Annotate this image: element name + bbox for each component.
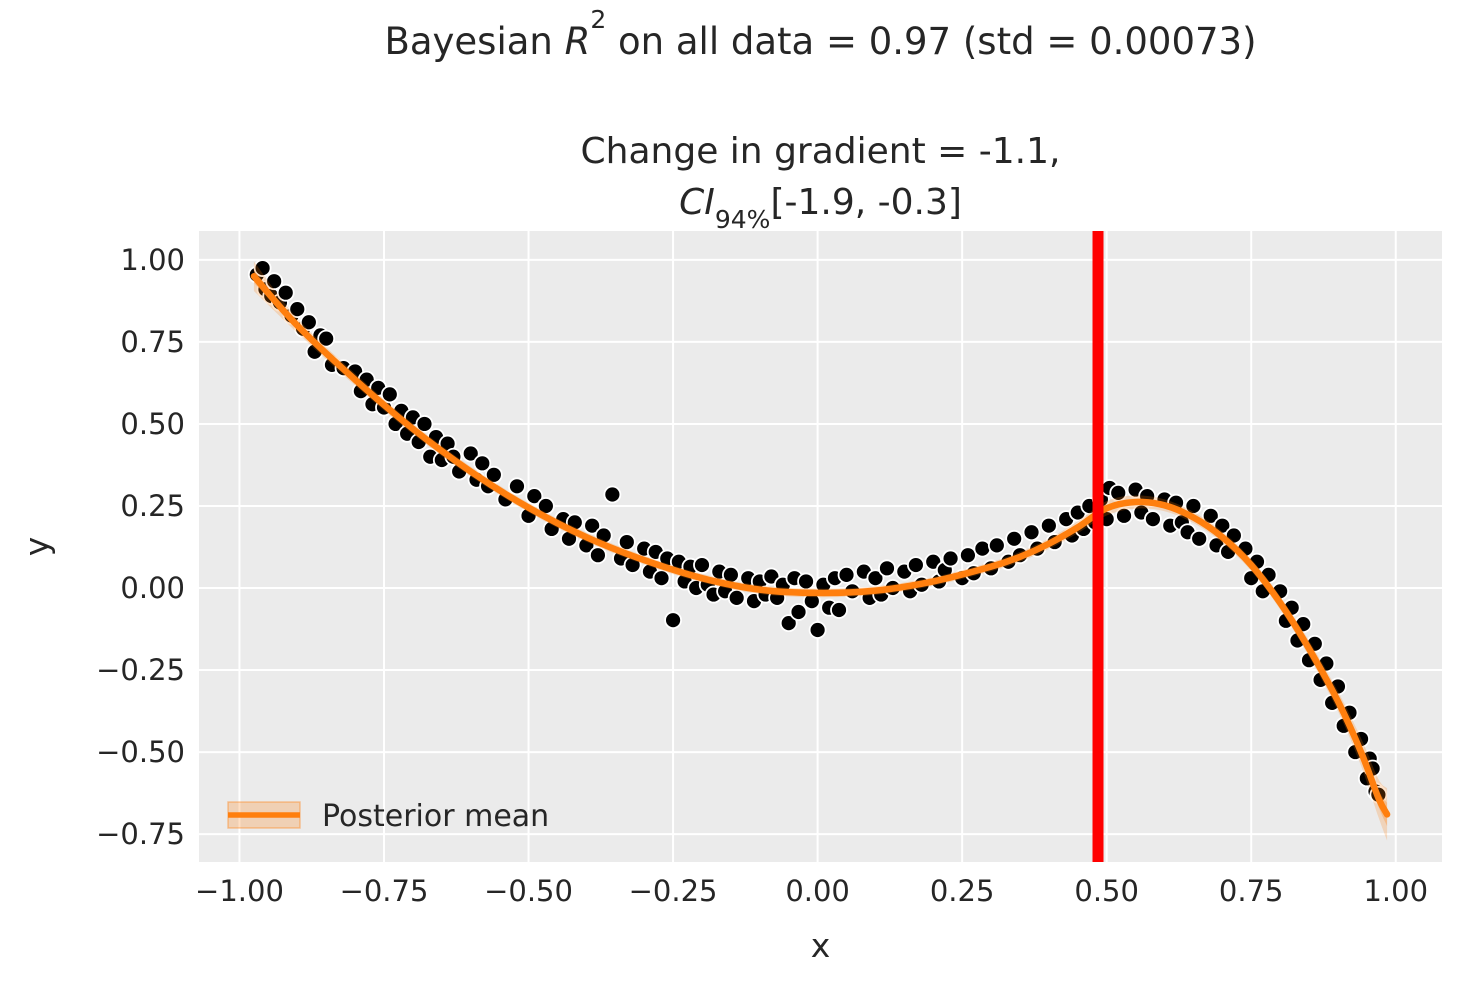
- scatter-point: [583, 516, 602, 535]
- figure-title-superscript: 2: [590, 4, 607, 34]
- scatter-point: [1022, 523, 1041, 542]
- scatter-point: [797, 572, 815, 591]
- scatter-point: [866, 569, 885, 588]
- figure-title-prefix: Bayesian: [384, 20, 565, 63]
- y-tick-label: −0.75: [96, 817, 185, 851]
- scatter-point: [878, 559, 896, 578]
- scatter-point: [415, 415, 434, 433]
- x-tick-label: −0.75: [340, 874, 429, 908]
- legend-label: Posterior mean: [322, 799, 549, 834]
- scatter-point: [508, 477, 526, 496]
- scatter-point: [1190, 529, 1209, 548]
- axes-title-line1: Change in gradient = -1.1,: [580, 131, 1061, 172]
- scatter-point: [727, 588, 746, 607]
- scatter-point: [317, 329, 336, 348]
- x-tick-label: 1.00: [1363, 874, 1428, 908]
- scatter-point: [461, 444, 480, 463]
- x-tick-label: 0.00: [785, 874, 850, 908]
- scatter-point: [276, 283, 295, 302]
- scatter-point: [693, 556, 711, 574]
- scatter-point: [1039, 516, 1058, 535]
- scatter-point: [380, 385, 399, 404]
- scatter-point: [830, 601, 848, 619]
- scatter-point: [484, 465, 503, 484]
- y-tick-label: 1.00: [120, 243, 185, 277]
- y-tick-label: 0.75: [120, 325, 185, 359]
- scatter-point: [1201, 506, 1220, 525]
- y-tick-label: 0.50: [120, 407, 185, 441]
- axes-title-line2: CI94%[-1.9, -0.3]: [199, 177, 1442, 232]
- scatter-point: [265, 272, 284, 291]
- scatter-point: [959, 546, 977, 565]
- y-tick-label: −0.25: [96, 653, 185, 687]
- x-tick-label: −0.25: [629, 874, 718, 908]
- scatter-point: [906, 556, 925, 574]
- figure-title-rest: on all data = 0.97 (std = 0.00073): [606, 20, 1257, 63]
- scatter-point: [299, 313, 318, 332]
- x-tick-label: 0.25: [930, 874, 995, 908]
- x-tick-label: −0.50: [484, 874, 573, 908]
- x-tick-label: 0.75: [1219, 874, 1284, 908]
- scatter-point: [808, 621, 827, 639]
- y-tick-label: 0.25: [120, 489, 185, 523]
- ci-values: [-1.9, -0.3]: [770, 182, 962, 224]
- scatter-point: [779, 614, 798, 633]
- scatter-point: [973, 539, 992, 558]
- scatter-point: [288, 300, 307, 318]
- scatter-point: [525, 487, 544, 506]
- ci-subscript: 94%: [714, 205, 771, 235]
- x-axis-label: x: [811, 926, 831, 965]
- scatter-point: [589, 546, 607, 565]
- ci-label: CI: [679, 182, 715, 224]
- scatter-point: [1109, 483, 1128, 502]
- scatter-point: [617, 533, 636, 551]
- scatter-point: [1144, 510, 1162, 529]
- scatter-point: [941, 549, 960, 568]
- x-tick-label: −1.00: [195, 874, 284, 908]
- scatter-point: [664, 611, 682, 630]
- scatter-point: [652, 569, 671, 588]
- scatter-point: [473, 454, 492, 473]
- scatter-point: [987, 536, 1006, 555]
- y-axis-label: y: [17, 537, 56, 557]
- scatter-point: [837, 565, 856, 584]
- posterior-mean-line: [250, 273, 1391, 818]
- scatter-point: [789, 603, 808, 621]
- scatter-point: [1005, 529, 1024, 548]
- scatter-point: [1115, 506, 1133, 525]
- x-tick-label: 0.50: [1074, 874, 1139, 908]
- scatter-point: [603, 485, 622, 504]
- axes-title: Change in gradient = -1.1, CI94%[-1.9, -…: [199, 126, 1442, 232]
- axes-background: [199, 231, 1442, 862]
- scatter-point: [253, 259, 272, 277]
- y-tick-label: 0.00: [120, 571, 185, 605]
- figure-title: Bayesian R2 on all data = 0.97 (std = 0.…: [199, 7, 1442, 63]
- y-tick-label: −0.50: [96, 735, 185, 769]
- figure-title-r-symbol: R: [564, 20, 591, 63]
